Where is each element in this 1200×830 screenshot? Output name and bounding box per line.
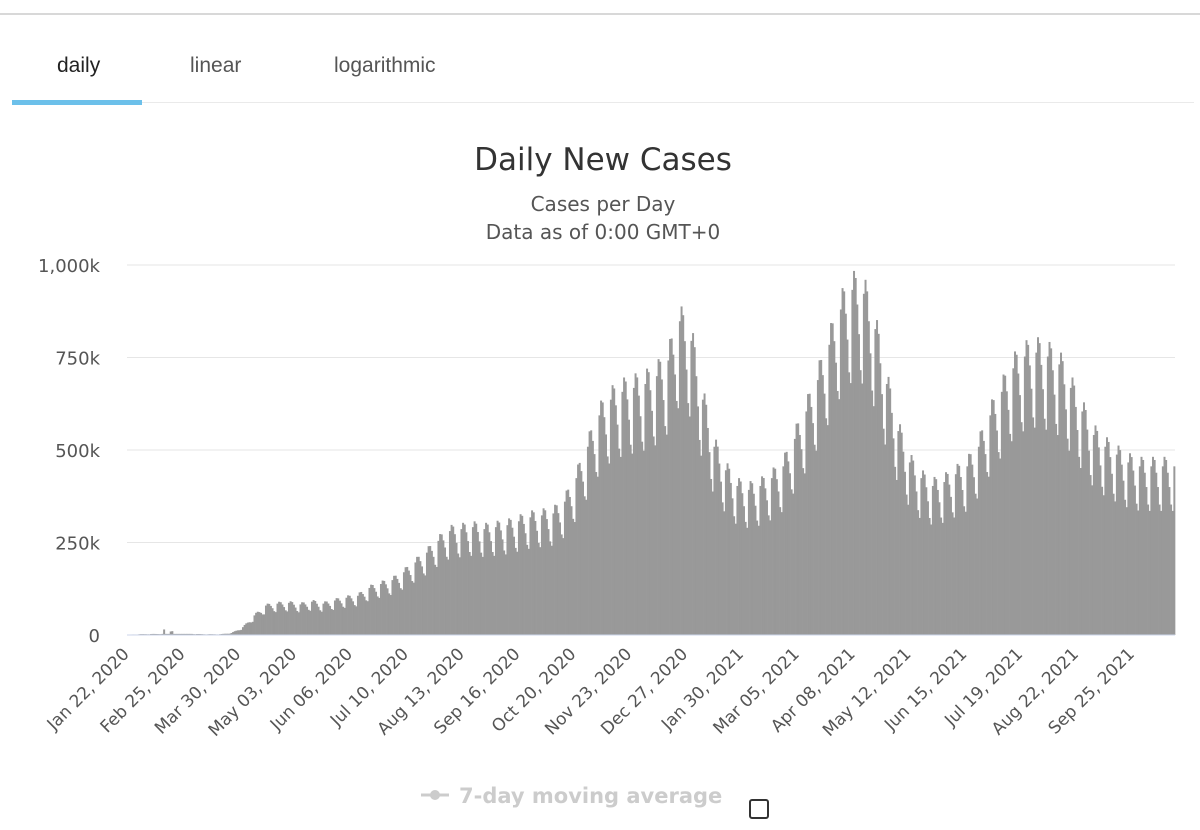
y-tick-label: 750k [55,349,100,370]
tab-linear[interactable]: linear [190,54,241,78]
legend-label: 7-day moving average [459,784,722,808]
y-tick-label: 0 [89,626,100,647]
chart-subtitle-line-2: Data as of 0:00 GMT+0 [486,220,721,244]
moving-average-checkbox[interactable] [749,799,769,819]
top-divider [0,13,1200,15]
bar-series [127,271,1175,635]
view-tabs: daily linear logarithmic [12,40,1194,103]
chart-title: Daily New Cases [474,142,732,178]
y-tick-label: 500k [55,441,100,462]
y-axis-labels: 0 250k 500k 750k 1,000k [38,256,101,647]
tab-logarithmic[interactable]: logarithmic [334,54,436,78]
legend-item-moving-average[interactable]: 7-day moving average [421,784,722,808]
active-tab-indicator [12,100,142,105]
chart-subtitle-line-1: Cases per Day [531,192,676,216]
chart-container: Daily New Cases Cases per Day Data as of… [0,110,1200,825]
y-tick-label: 1,000k [38,256,101,277]
legend-marker-icon [430,790,440,800]
daily-new-cases-chart: Daily New Cases Cases per Day Data as of… [0,110,1200,825]
tab-daily[interactable]: daily [57,54,100,78]
daily-bar [1173,466,1175,635]
y-tick-label: 250k [55,534,100,555]
